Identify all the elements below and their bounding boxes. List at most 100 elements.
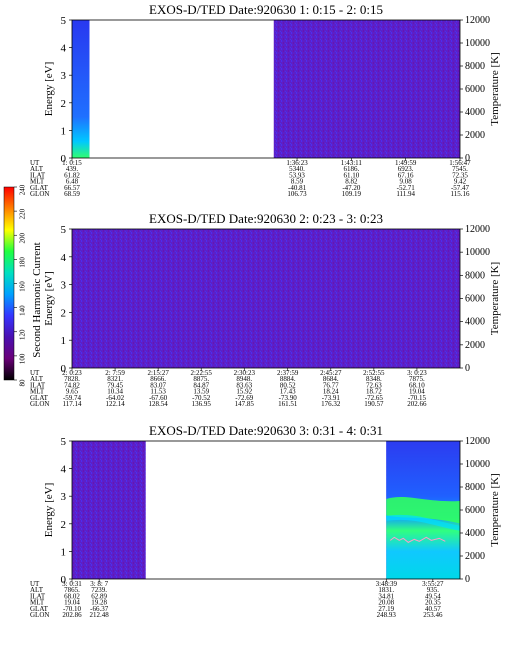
y2-tick-label: 0 — [465, 153, 470, 164]
orbit-value: 7828. — [64, 375, 80, 383]
orbit-value: 3:55:27 — [422, 580, 444, 588]
y2-tick-label: 2000 — [465, 340, 485, 351]
orbit-value: 117.14 — [63, 400, 82, 408]
orbit-value: 1:43:11 — [341, 159, 363, 167]
orbit-value: 128.54 — [149, 400, 169, 408]
panel-title: EXOS-D/TED Date:920630 2: 0:23 - 3: 0:23 — [149, 211, 383, 226]
orbit-value: 202.86 — [62, 611, 82, 619]
y-tick-label: 5 — [61, 224, 67, 236]
y-tick-label: 1 — [61, 125, 67, 137]
colorbar-tick-label: 140 — [19, 305, 27, 316]
orbit-value: 10.34 — [107, 388, 123, 396]
y-tick-label: 4 — [61, 43, 67, 55]
orbit-value: 20.08 — [378, 599, 394, 607]
orbit-row-label: MLT — [30, 388, 45, 396]
orbit-value: 9.42 — [454, 178, 467, 186]
orbit-value: 72.63 — [366, 381, 382, 389]
y2-tick-label: 4000 — [465, 107, 485, 118]
orbit-value: 212.48 — [90, 611, 110, 619]
panel-1: EXOS-D/TED Date:920630 1: 0:15 - 2: 0:15… — [30, 2, 501, 198]
orbit-value: 1: 0:15 — [62, 159, 82, 167]
y2-tick-label: 4000 — [465, 528, 485, 539]
y2-axis-label: Temperature [K] — [489, 473, 501, 546]
colorbar-tick-label: 100 — [19, 353, 27, 364]
orbit-value: 67.16 — [398, 171, 414, 179]
orbit-value: 11.53 — [150, 388, 166, 396]
y2-tick-label: 0 — [465, 363, 470, 374]
y2-axis-label: Temperature [K] — [489, 52, 501, 125]
y2-tick-label: 2000 — [465, 130, 485, 141]
orbit-value: 53.93 — [289, 171, 305, 179]
y2-tick-label: 8000 — [465, 270, 485, 281]
colorbar-ticks: 80 100 120 140 160 180 200 220 240 — [14, 184, 27, 387]
orbit-row-label: GLAT — [30, 184, 49, 192]
orbit-value: -73.90 — [279, 394, 298, 402]
orbit-value: 74.82 — [64, 381, 80, 389]
y2-tick-label: 0 — [465, 574, 470, 585]
orbit-value: 115.16 — [451, 190, 470, 198]
orbit-row-label: ALT — [30, 586, 44, 594]
y-axis-label: Energy [eV] — [43, 271, 55, 325]
orbit-value: 8666. — [150, 375, 166, 383]
orbit-value: 5340. — [289, 165, 305, 173]
orbit-value: -66.37 — [90, 605, 109, 613]
panel-title: EXOS-D/TED Date:920630 1: 0:15 - 2: 0:15 — [149, 2, 383, 17]
orbit-value: 40.57 — [425, 605, 441, 613]
y2-tick-label: 10000 — [465, 247, 490, 258]
orbit-value: 2:15:27 — [147, 369, 169, 377]
orbit-value: 83.63 — [236, 381, 252, 389]
orbit-row-label: GLAT — [30, 394, 49, 402]
colorbar-tick-label: 220 — [19, 208, 27, 219]
orbit-value: -57.47 — [451, 184, 470, 192]
y-tick-label: 2 — [61, 307, 67, 319]
orbit-value: 2:22:55 — [191, 369, 213, 377]
orbit-value: -67.60 — [149, 394, 168, 402]
orbit-value: 202.66 — [407, 400, 427, 408]
orbit-value: 253.46 — [423, 611, 443, 619]
orbit-value: 111.94 — [396, 190, 415, 198]
orbit-value: 1:36:23 — [286, 159, 308, 167]
y-tick-label: 0 — [61, 153, 67, 165]
y2-tick-label: 6000 — [465, 505, 485, 516]
y-tick-label: 0 — [61, 363, 67, 375]
orbit-value: 8875. — [193, 375, 209, 383]
orbit-value: 8.82 — [345, 178, 358, 186]
y-tick-label: 3 — [61, 491, 67, 503]
y2-tick-label: 12000 — [465, 224, 490, 235]
orbit-value: 439. — [66, 165, 79, 173]
colorbar-tick-label: 80 — [19, 379, 27, 387]
colorbar-tick-label: 180 — [19, 257, 27, 268]
orbit-value: 19.04 — [409, 388, 425, 396]
y-tick-label: 3 — [61, 70, 67, 82]
orbit-value: -47.20 — [342, 184, 361, 192]
colorbar-label: Second Harmonic Current — [31, 242, 43, 357]
orbit-value: 2: 7:59 — [105, 369, 125, 377]
orbit-value: -70.15 — [408, 394, 427, 402]
orbit-value: 2:37:59 — [277, 369, 299, 377]
orbit-value: -72.65 — [365, 394, 384, 402]
y-axis-label: Energy [eV] — [43, 483, 55, 537]
orbit-value: -70.52 — [192, 394, 211, 402]
orbit-value: 7239. — [91, 586, 107, 594]
orbit-value: -40.81 — [288, 184, 307, 192]
orbit-value: 136.95 — [192, 400, 212, 408]
orbit-value: 109.19 — [342, 190, 362, 198]
colorbar: 80 100 120 140 160 180 200 220 240 Second Harmon… — [3, 184, 43, 387]
orbit-value: -72.69 — [235, 394, 254, 402]
orbit-value: 80.52 — [280, 381, 296, 389]
orbit-value: 72.35 — [452, 171, 468, 179]
colorbar-tick-label: 160 — [19, 281, 27, 292]
orbit-value: 34.81 — [378, 592, 394, 600]
orbit-row-label: ILAT — [30, 592, 46, 600]
orbit-value: 68.02 — [64, 592, 80, 600]
colorbar-tick-label: 120 — [19, 329, 27, 340]
orbit-row-label: ILAT — [30, 171, 46, 179]
orbit-row-label: UT — [30, 159, 40, 167]
y-tick-label: 1 — [61, 546, 67, 558]
orbit-value: 3: 0:23 — [407, 369, 427, 377]
orbit-value: 17.43 — [280, 388, 296, 396]
orbit-value: 61.82 — [64, 171, 80, 179]
orbit-value: 83.07 — [150, 381, 166, 389]
panel-title: EXOS-D/TED Date:920630 3: 0:31 - 4: 0:31 — [149, 423, 383, 438]
